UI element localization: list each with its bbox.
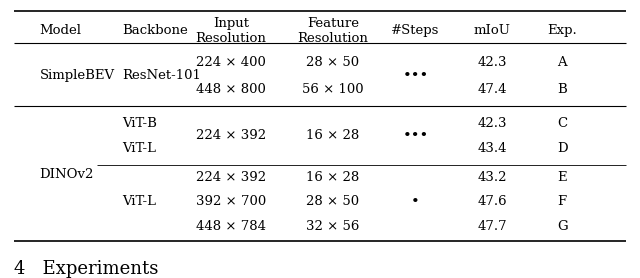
- Text: 224 × 400: 224 × 400: [196, 56, 266, 69]
- Text: Model: Model: [40, 24, 82, 37]
- Text: DINOv2: DINOv2: [40, 168, 94, 182]
- Text: 47.4: 47.4: [477, 83, 507, 96]
- Text: Input
Resolution: Input Resolution: [195, 17, 266, 45]
- Text: Feature
Resolution: Feature Resolution: [298, 17, 368, 45]
- Text: B: B: [557, 83, 567, 96]
- Text: 392 × 700: 392 × 700: [196, 195, 266, 208]
- Text: A: A: [557, 56, 567, 69]
- Text: 16 × 28: 16 × 28: [306, 171, 360, 184]
- Text: #Steps: #Steps: [392, 24, 440, 37]
- Text: 448 × 784: 448 × 784: [196, 220, 266, 233]
- Text: E: E: [557, 171, 567, 184]
- Text: D: D: [557, 142, 568, 155]
- Text: SimpleBEV: SimpleBEV: [40, 70, 115, 82]
- Text: 16 × 28: 16 × 28: [306, 129, 360, 142]
- Text: ViT-B: ViT-B: [122, 117, 157, 130]
- Text: Backbone: Backbone: [122, 24, 188, 37]
- Text: •••: •••: [403, 69, 429, 83]
- Text: ResNet-101: ResNet-101: [122, 70, 202, 82]
- Text: 4   Experiments: 4 Experiments: [14, 260, 159, 278]
- Text: 56 × 100: 56 × 100: [302, 83, 364, 96]
- Text: 42.3: 42.3: [477, 117, 507, 130]
- Text: ViT-L: ViT-L: [122, 195, 156, 208]
- Text: G: G: [557, 220, 568, 233]
- Text: Exp.: Exp.: [547, 24, 577, 37]
- Text: 224 × 392: 224 × 392: [196, 129, 266, 142]
- Text: mIoU: mIoU: [474, 24, 511, 37]
- Text: 47.6: 47.6: [477, 195, 507, 208]
- Text: F: F: [557, 195, 566, 208]
- Text: 47.7: 47.7: [477, 220, 507, 233]
- Text: 43.2: 43.2: [477, 171, 507, 184]
- Text: •: •: [412, 195, 420, 209]
- Text: 43.4: 43.4: [477, 142, 507, 155]
- Text: 42.3: 42.3: [477, 56, 507, 69]
- Text: 28 × 50: 28 × 50: [306, 195, 359, 208]
- Text: •••: •••: [403, 129, 429, 143]
- Text: 28 × 50: 28 × 50: [306, 56, 359, 69]
- Text: 224 × 392: 224 × 392: [196, 171, 266, 184]
- Text: 448 × 800: 448 × 800: [196, 83, 266, 96]
- Text: C: C: [557, 117, 567, 130]
- Text: ViT-L: ViT-L: [122, 142, 156, 155]
- Text: 32 × 56: 32 × 56: [306, 220, 360, 233]
